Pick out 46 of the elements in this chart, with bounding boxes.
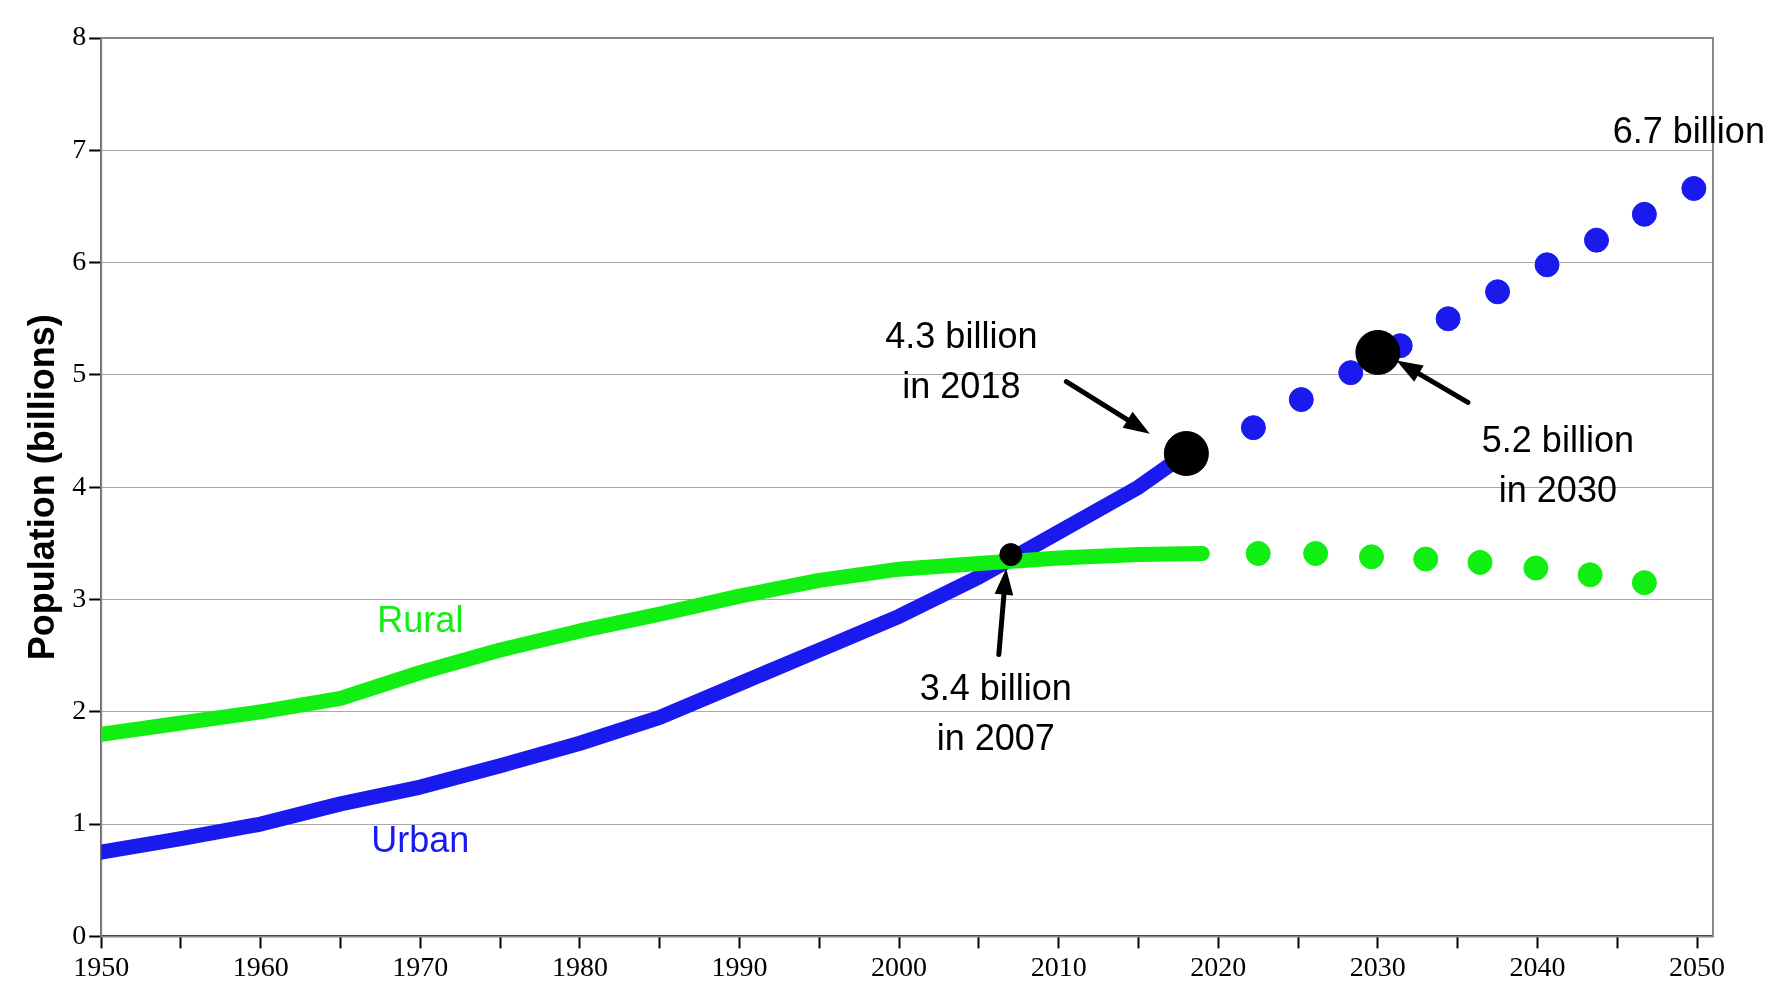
y-tick-label: 2 [72,694,87,726]
x-tick-label: 1990 [711,950,768,982]
point [1338,360,1364,386]
point [1523,555,1549,581]
y-tick-label: 4 [72,469,87,501]
x-tick-label: 2050 [1669,950,1726,982]
annotation: 3.4 billion in 2007 [919,666,1072,758]
point [1577,562,1603,588]
point [1631,201,1657,227]
point [1288,387,1314,413]
y-tick-label: 7 [72,132,87,164]
y-tick-label: 1 [72,806,87,838]
y-axis-title: Population (billions) [20,314,62,661]
annotation: 6.7 billion [1612,110,1765,152]
series-label: Urban [371,818,470,860]
point [1631,570,1657,596]
x-tick-label: 2000 [871,950,928,982]
point [1584,227,1609,253]
point [1303,540,1329,566]
x-tick-label: 1960 [232,950,289,982]
y-tick-label: 5 [72,357,87,389]
point [1358,544,1384,570]
point [1467,549,1493,575]
point [1163,431,1209,477]
point [1681,175,1707,201]
series-label: Rural [377,599,464,641]
x-tick-label: 1980 [551,950,608,982]
x-tick-label: 1970 [392,950,449,982]
x-tick-label: 2020 [1190,950,1247,982]
x-tick-label: 1950 [73,950,130,982]
x-tick-label: 2030 [1349,950,1406,982]
annotation: 4.3 billion in 2018 [885,315,1038,407]
y-tick-label: 8 [72,20,87,52]
annotation: 5.2 billion in 2030 [1481,419,1634,511]
x-tick-label: 2010 [1030,950,1087,982]
point [1245,540,1271,566]
point [1534,252,1560,278]
x-tick-label: 2040 [1509,950,1566,982]
y-tick-label: 3 [72,581,87,613]
y-tick-label: 0 [72,918,87,950]
point [1240,415,1266,441]
point [1355,329,1401,375]
y-tick-label: 6 [72,244,87,276]
point [1485,279,1511,305]
point [1435,306,1461,332]
point [1413,546,1439,572]
